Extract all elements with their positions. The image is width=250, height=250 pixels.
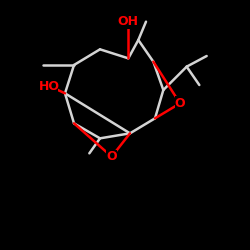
Text: O: O bbox=[175, 97, 185, 110]
Bar bbox=[175, 96, 185, 110]
Bar bbox=[119, 15, 138, 29]
Text: O: O bbox=[106, 150, 117, 163]
Bar bbox=[106, 150, 117, 164]
Text: OH: OH bbox=[118, 15, 139, 28]
Text: HO: HO bbox=[39, 80, 60, 92]
Bar bbox=[40, 79, 58, 93]
